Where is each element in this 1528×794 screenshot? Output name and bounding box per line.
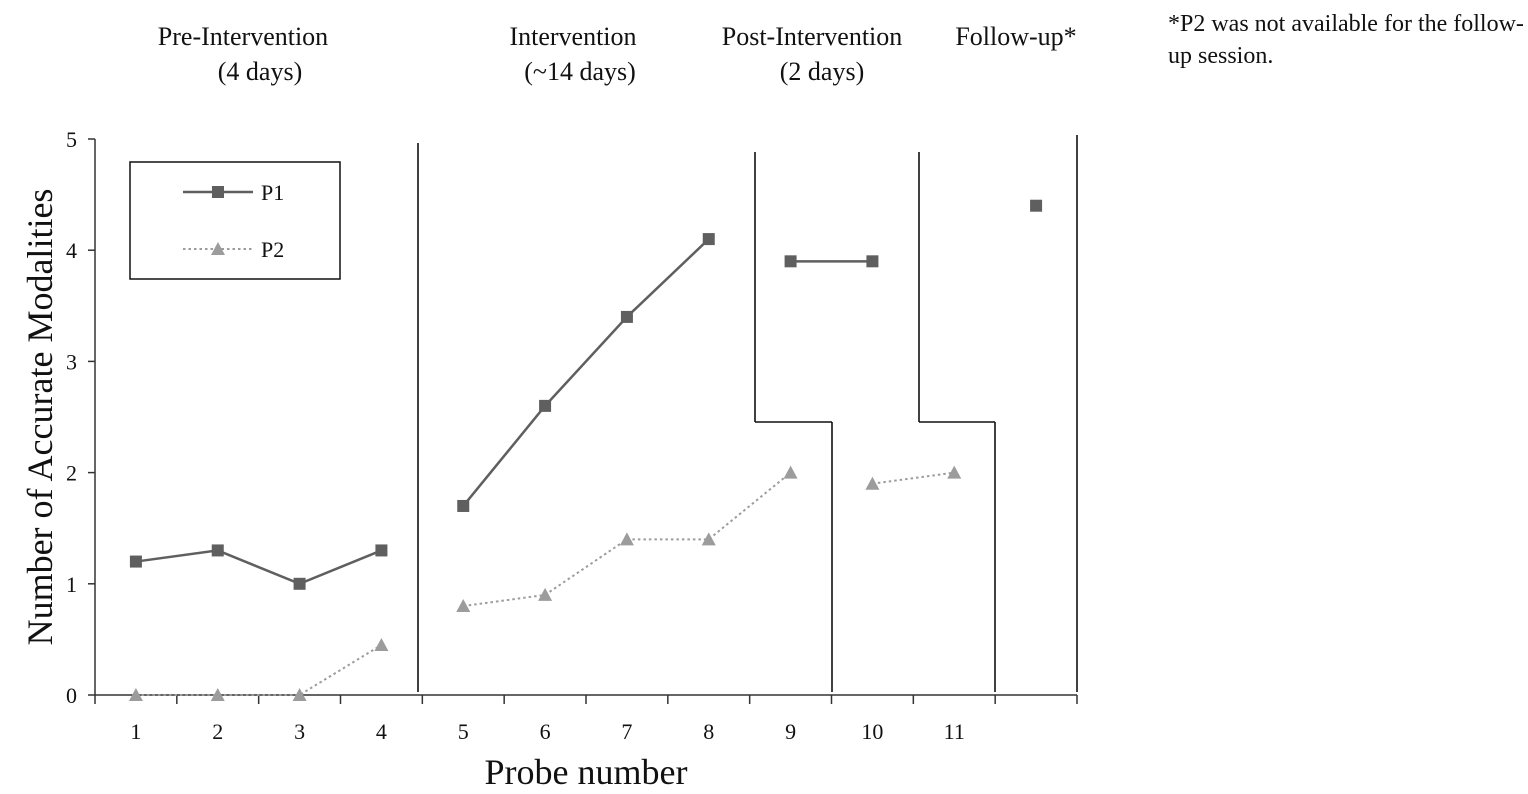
data-point-p1	[129, 555, 142, 568]
y-tick-label: 1	[66, 572, 77, 597]
data-point-p2	[374, 637, 389, 651]
legend-box	[129, 161, 341, 280]
data-point-p2	[701, 532, 716, 546]
data-point-p1	[702, 233, 715, 246]
data-point-p2	[292, 688, 307, 701]
x-tick-label: 8	[703, 719, 714, 744]
series-line-p1	[135, 549, 382, 586]
phase-sublabel: (~14 days)	[524, 57, 636, 86]
legend-label-p1: P1	[261, 180, 284, 205]
x-tick-label: 1	[130, 719, 141, 744]
data-point-p1	[539, 399, 552, 412]
footnote: *P2 was not available for the follow-up …	[1168, 11, 1524, 69]
data-point-p2	[619, 532, 634, 546]
data-point-p1	[620, 310, 633, 323]
y-tick-label: 4	[66, 238, 77, 263]
data-point-p2	[947, 465, 962, 479]
phase-sublabel: (2 days)	[780, 57, 864, 86]
data-point-p1	[375, 544, 388, 557]
legend-marker-p1	[212, 186, 224, 198]
series-line-p2	[872, 471, 955, 485]
phase-sublabel: (4 days)	[218, 57, 302, 86]
data-point-p1	[1030, 199, 1043, 212]
y-tick-label: 3	[66, 349, 77, 374]
x-tick-label: 9	[785, 719, 796, 744]
series-line-p1	[462, 238, 710, 507]
data-point-p2	[865, 476, 880, 490]
x-tick-label: 10	[861, 719, 883, 744]
data-point-p2	[538, 587, 553, 601]
x-tick-label: 5	[458, 719, 469, 744]
x-axis-title: Probe number	[485, 752, 688, 792]
x-tick-label: 11	[944, 719, 965, 744]
data-point-p1	[866, 255, 879, 268]
x-tick-label: 3	[294, 719, 305, 744]
y-tick-label: 5	[66, 127, 77, 152]
y-axis-title: Number of Accurate Modalities	[20, 189, 60, 646]
data-point-p1	[457, 499, 470, 512]
phase-label: Post-Intervention	[722, 22, 903, 51]
phase-label: Follow-up*	[955, 22, 1076, 51]
legend-marker-p2	[211, 242, 225, 255]
x-tick-label: 6	[540, 719, 551, 744]
data-point-p1	[211, 544, 224, 557]
data-point-p2	[210, 688, 225, 701]
data-point-p2	[783, 465, 798, 479]
series-line-p2	[135, 644, 382, 696]
phase-label: Pre-Intervention	[158, 22, 328, 51]
data-point-p2	[128, 688, 143, 701]
y-tick-label: 0	[66, 683, 77, 708]
data-point-p1	[293, 577, 306, 590]
legend-label-p2: P2	[261, 237, 284, 262]
x-tick-label: 4	[376, 719, 387, 744]
x-tick-label: 7	[621, 719, 632, 744]
x-tick-label: 2	[212, 719, 223, 744]
data-point-p2	[456, 599, 471, 613]
phase-label: Intervention	[509, 22, 636, 51]
data-point-p1	[784, 255, 797, 268]
y-tick-label: 2	[66, 461, 77, 486]
